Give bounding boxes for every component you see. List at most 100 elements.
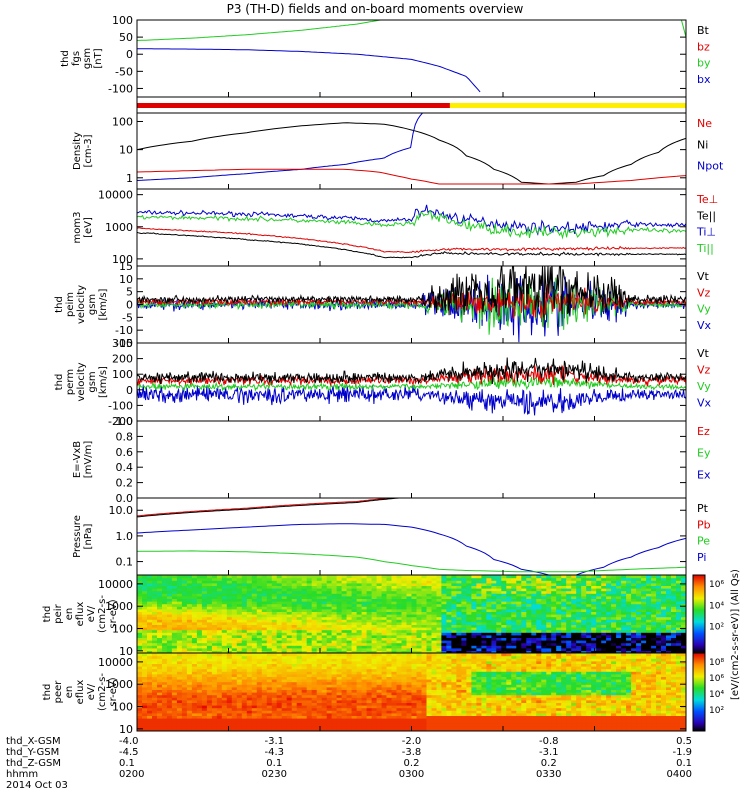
- spectrogram-cell: [311, 702, 318, 706]
- spectrogram-cell: [281, 593, 288, 597]
- spectrogram-cell: [316, 697, 323, 701]
- spectrogram-cell: [137, 621, 143, 625]
- spectrogram-cell: [351, 632, 358, 636]
- spectrogram-cell: [152, 699, 158, 703]
- spectrogram-cell: [366, 624, 373, 628]
- spectrogram-cell: [326, 658, 333, 662]
- spectrogram-cell: [366, 642, 373, 646]
- spectrogram-cell: [236, 634, 243, 638]
- spectrogram-cell: [331, 702, 338, 706]
- spectrogram-cell: [526, 598, 532, 602]
- spectrogram-cell: [266, 681, 273, 685]
- spectrogram-cell: [491, 603, 497, 607]
- spectrogram-cell: [291, 624, 298, 628]
- spectrogram-cell: [261, 702, 268, 706]
- spectrogram-cell: [416, 590, 423, 594]
- spectrogram-cell: [306, 585, 313, 589]
- spectrogram-cell: [466, 598, 472, 602]
- spectrogram-cell: [656, 582, 662, 586]
- spectrogram-cell: [321, 598, 328, 602]
- spectrogram-cell: [611, 575, 617, 579]
- spectrogram-cell: [241, 645, 248, 649]
- spectrogram-cell: [351, 634, 358, 638]
- spectrogram-cell: [157, 619, 163, 623]
- spectrogram-cell: [536, 619, 542, 623]
- spectrogram-cell: [296, 705, 303, 709]
- spectrogram-cell: [166, 702, 173, 706]
- spectrogram-cell: [186, 723, 193, 727]
- spectrogram-cell: [496, 585, 502, 589]
- spectrogram-cell: [561, 627, 567, 631]
- spectrogram-cell: [396, 603, 403, 607]
- spectrogram-cell: [152, 611, 158, 615]
- spectrogram-cell: [346, 699, 353, 703]
- spectrogram-cell: [256, 616, 263, 620]
- spectrogram-cell: [421, 577, 428, 581]
- spectrogram-cell: [251, 611, 258, 615]
- spectrogram-cell: [256, 663, 263, 667]
- spectrogram-cell: [531, 601, 537, 605]
- spectrogram-cell: [256, 725, 263, 729]
- spectrogram-cell: [181, 673, 188, 677]
- spectrogram-cell: [446, 598, 452, 602]
- spectrogram-cell: [291, 692, 298, 696]
- spectrogram-cell: [341, 710, 348, 714]
- spectrogram-cell: [181, 715, 188, 719]
- spectrogram-cell: [506, 629, 512, 633]
- spectrogram-cell: [152, 634, 158, 638]
- spectrogram-cell: [336, 710, 343, 714]
- legend-Vt: Vt: [697, 270, 710, 283]
- spectrogram-cell: [356, 655, 363, 659]
- spectrogram-cell: [446, 640, 452, 644]
- spectrogram-cell: [371, 577, 378, 581]
- spectrogram-cell: [326, 632, 333, 636]
- spectrogram-cell: [456, 627, 462, 631]
- spectrogram-cell: [386, 627, 393, 631]
- spectrogram-cell: [406, 645, 413, 649]
- spectrogram-cell: [231, 660, 238, 664]
- spectrogram-cell: [276, 676, 283, 680]
- spectrogram-cell: [271, 684, 278, 688]
- spectrogram-cell: [361, 603, 368, 607]
- spectrogram-cell: [436, 595, 443, 599]
- spectrogram-cell: [606, 577, 612, 581]
- spectrogram-cell: [331, 642, 338, 646]
- spectrogram-cell: [231, 632, 238, 636]
- spectrogram-cell: [566, 621, 572, 625]
- spectrogram-cell: [246, 595, 253, 599]
- spectrogram-cell: [531, 614, 537, 618]
- spectrogram-cell: [162, 663, 168, 667]
- spectrogram-cell: [246, 663, 253, 667]
- spectrogram-cell: [551, 603, 557, 607]
- spectrogram-cell: [286, 577, 293, 581]
- spectrogram-cell: [256, 608, 263, 612]
- spectrogram-cell: [166, 720, 173, 724]
- spectrogram-cell: [246, 614, 253, 618]
- spectrogram-cell: [142, 679, 148, 683]
- spectrogram-cell: [171, 702, 178, 706]
- spectrogram-cell: [261, 650, 268, 653]
- spectrogram-cell: [361, 686, 368, 690]
- spectrogram-cell: [216, 679, 223, 683]
- spectrogram-cell: [276, 629, 283, 633]
- spectrogram-cell: [261, 679, 268, 683]
- spectrogram-cell: [506, 650, 512, 653]
- spectrogram-cell: [216, 681, 223, 685]
- spectrogram-cell: [516, 621, 522, 625]
- spectrogram-cell: [421, 598, 428, 602]
- spectrogram-cell: [191, 616, 198, 620]
- spectrogram-cell: [661, 580, 667, 584]
- spectrogram-cell: [681, 624, 686, 628]
- spectrogram-cell: [611, 593, 617, 597]
- spectrogram-cell: [311, 679, 318, 683]
- spectrogram-cell: [147, 686, 153, 690]
- spectrogram-cell: [366, 653, 373, 657]
- spectrogram-cell: [301, 614, 308, 618]
- spectrogram-cell: [346, 598, 353, 602]
- spectrogram-cell: [301, 616, 308, 620]
- spectrogram-cell: [431, 642, 438, 646]
- spectrogram-cell: [271, 611, 278, 615]
- spectrogram-cell: [221, 699, 228, 703]
- spectrogram-cell: [396, 614, 403, 618]
- spectrogram-cell: [241, 658, 248, 662]
